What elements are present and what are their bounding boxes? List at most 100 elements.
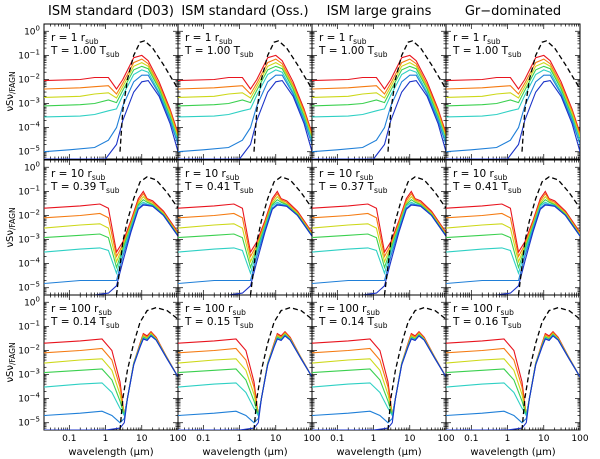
- sed-series-line: [44, 69, 178, 141]
- blackbody-dashed-line: [517, 176, 580, 295]
- sed-series-line: [446, 204, 580, 295]
- y-axis-label: νSν/FAGN: [5, 342, 17, 382]
- x-axis-label: wavelength (μm): [336, 447, 421, 458]
- blackbody-dashed-line: [383, 176, 446, 295]
- temperature-annotation: T = 1.00 Tsub: [184, 45, 254, 59]
- curves: [44, 40, 178, 159]
- blackbody-dashed-line: [253, 306, 312, 430]
- x-axis-label: wavelength (μm): [470, 447, 555, 458]
- x-tick-label: 0.1: [196, 434, 210, 444]
- x-tick-label: 1: [237, 434, 243, 444]
- sed-series-line: [312, 69, 446, 141]
- y-tick-label: 100: [24, 24, 40, 37]
- y-tick-label: 10−2: [18, 208, 40, 221]
- svg-text:νSν/FAGN: νSν/FAGN: [5, 207, 17, 247]
- y-tick-label: 10−2: [18, 72, 40, 85]
- sed-series-line: [446, 65, 580, 141]
- y-tick-label: 10−1: [18, 184, 40, 197]
- y-tick-label: 10−1: [18, 48, 40, 61]
- sed-series-line: [44, 190, 178, 254]
- blackbody-dashed-line: [521, 40, 580, 152]
- y-tick-label: 10−3: [18, 97, 40, 110]
- temperature-annotation: T = 0.41 Tsub: [184, 181, 254, 195]
- temperature-annotation: T = 0.16 Tsub: [452, 316, 522, 330]
- blackbody-dashed-line: [521, 306, 580, 430]
- curves: [312, 306, 446, 430]
- curves: [312, 176, 446, 295]
- x-axis-label: wavelength (μm): [68, 447, 153, 458]
- blackbody-dashed-line: [119, 306, 178, 430]
- radius-annotation: r = 1 rsub: [51, 32, 99, 46]
- temperature-annotation: T = 0.14 Tsub: [50, 316, 120, 330]
- y-tick-label: 10−3: [18, 233, 40, 246]
- y-axis-label: νSν/FAGN: [5, 207, 17, 247]
- sed-series-line: [178, 74, 312, 153]
- temperature-annotation: T = 0.15 Tsub: [184, 316, 254, 330]
- sed-series-line: [44, 74, 178, 153]
- sed-series-line: [178, 190, 312, 254]
- x-tick-label: 10: [270, 434, 282, 444]
- temperature-annotation: T = 1.00 Tsub: [318, 45, 388, 59]
- blackbody-dashed-line: [249, 176, 312, 295]
- curves: [312, 40, 446, 159]
- y-tick-label: 10−3: [18, 368, 40, 381]
- y-tick-label: 10−5: [18, 281, 40, 294]
- x-tick-label: 0.1: [62, 434, 76, 444]
- sed-series-line: [446, 190, 580, 254]
- svg-text:νSν/FAGN: νSν/FAGN: [5, 71, 17, 111]
- x-tick-label: 10: [136, 434, 148, 444]
- radius-annotation: r = 10 rsub: [319, 168, 373, 182]
- sed-series-line: [178, 192, 312, 258]
- radius-annotation: r = 100 rsub: [319, 303, 380, 317]
- sed-series-line: [178, 204, 312, 295]
- temperature-annotation: T = 0.41 Tsub: [452, 181, 522, 195]
- panel-frame: [311, 159, 447, 296]
- panel-frame: [177, 159, 313, 296]
- column-title: ISM large grains: [327, 4, 432, 19]
- radius-annotation: r = 1 rsub: [319, 32, 367, 46]
- sed-series-line: [312, 65, 446, 141]
- y-tick-label: 100: [24, 160, 40, 173]
- blackbody-dashed-line: [387, 40, 446, 152]
- x-tick-label: 100: [169, 434, 186, 444]
- curves: [178, 176, 312, 295]
- sed-series-line: [446, 74, 580, 153]
- y-tick-label: 10−2: [18, 343, 40, 356]
- radius-annotation: r = 100 rsub: [185, 303, 246, 317]
- x-tick-label: 1: [103, 434, 109, 444]
- curves: [44, 176, 178, 295]
- sed-series-line: [446, 79, 580, 159]
- sed-series-line: [312, 79, 446, 159]
- y-axis-label: νSν/FAGN: [5, 71, 17, 111]
- panel-frame: [445, 159, 581, 296]
- radius-annotation: r = 1 rsub: [185, 32, 233, 46]
- temperature-annotation: T = 1.00 Tsub: [50, 45, 120, 59]
- sed-series-line: [446, 192, 580, 258]
- x-tick-label: 100: [303, 434, 320, 444]
- sed-series-line: [44, 192, 178, 258]
- y-tick-label: 100: [24, 295, 40, 308]
- sed-series-line: [44, 65, 178, 141]
- x-tick-label: 1: [505, 434, 511, 444]
- sed-series-line: [312, 190, 446, 254]
- sed-series-line: [178, 54, 312, 134]
- sed-series-line: [44, 58, 178, 136]
- temperature-annotation: T = 0.14 Tsub: [318, 316, 388, 330]
- curves: [178, 306, 312, 430]
- y-tick-label: 10−5: [18, 145, 40, 158]
- sed-series-line: [312, 58, 446, 136]
- x-tick-label: 10: [404, 434, 416, 444]
- curves: [44, 306, 178, 430]
